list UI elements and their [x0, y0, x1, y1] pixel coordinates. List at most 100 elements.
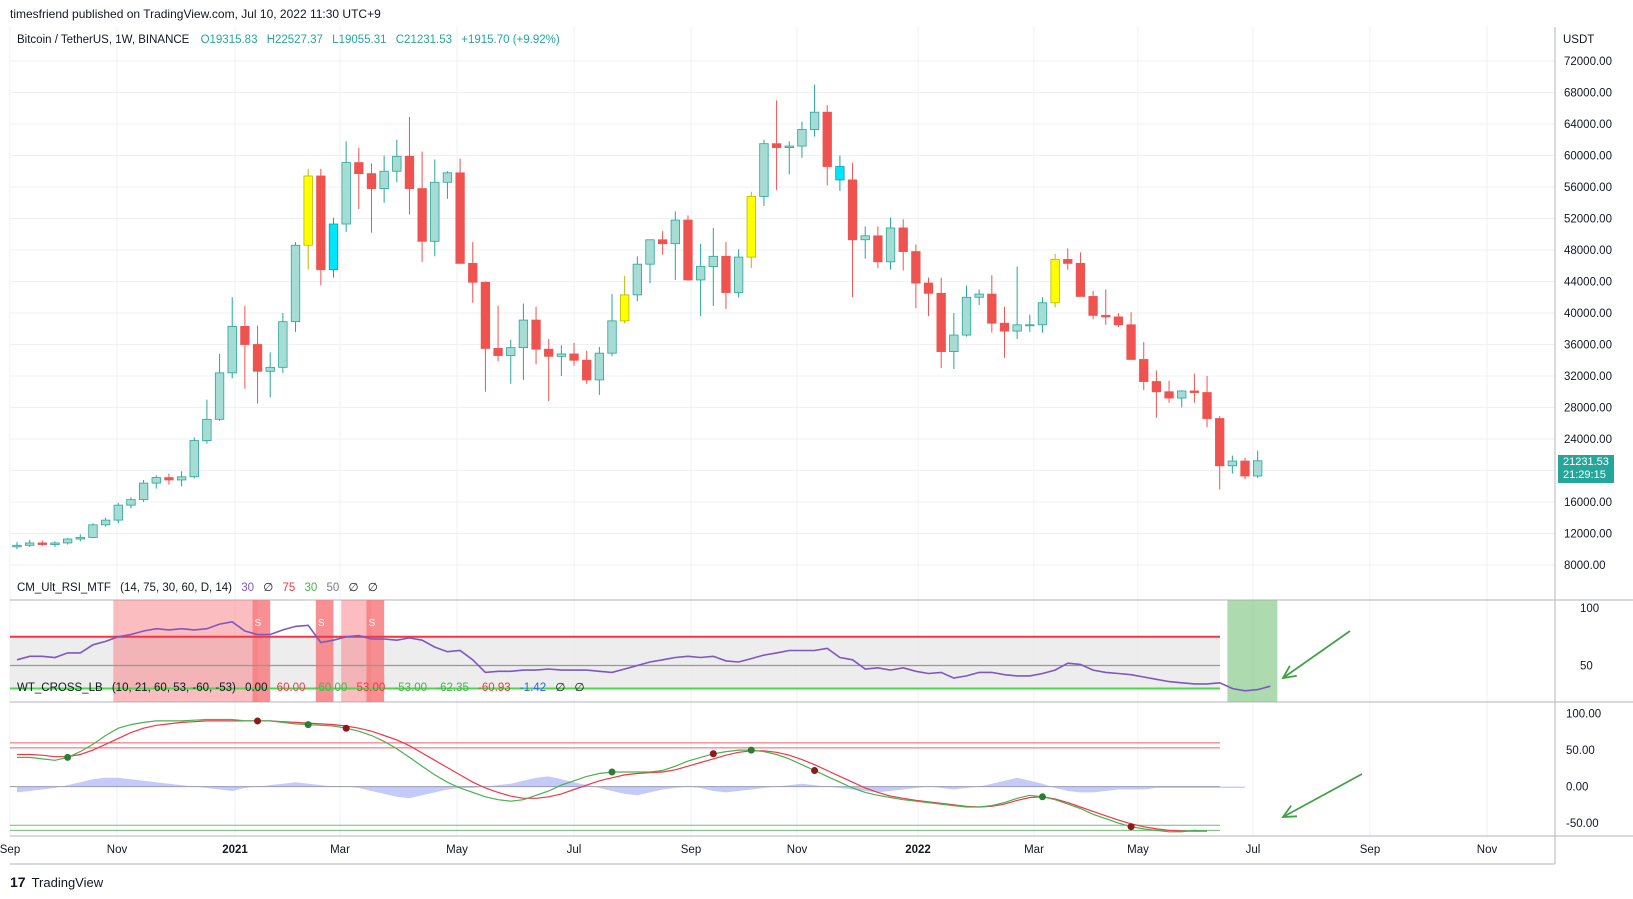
time-tick-label: 2022: [905, 844, 931, 856]
wt-bull-cross-dot: [747, 746, 755, 754]
candle-body: [759, 143, 769, 197]
candle-body: [1202, 392, 1212, 419]
candle-body: [240, 325, 250, 345]
time-tick-label: Sep: [0, 844, 20, 856]
candle-body: [1101, 314, 1111, 318]
rsi-overbought-zone: [113, 600, 258, 702]
candle-body: [999, 322, 1010, 332]
rsi-oversold-zone: [1227, 600, 1278, 702]
candle-body: [316, 175, 326, 271]
wt-bear-cross-dot: [709, 750, 717, 758]
candle-body: [88, 524, 98, 538]
grid-lines: [9, 27, 1555, 836]
candle-body: [1215, 418, 1225, 467]
price-tick-label: 60000.00: [1564, 151, 1612, 163]
price-axis[interactable]: USDT 72000.00 68000.00 64000.00 60000.00 5600…: [1563, 34, 1612, 830]
rsi-v3: 75: [282, 582, 296, 594]
wt-params: (10, 21, 60, 53, -60, -53): [111, 682, 236, 694]
wt-name[interactable]: WT_CROSS_LB: [17, 682, 103, 694]
rsi-v4: 30: [304, 582, 318, 594]
rsi-v5: 50: [326, 582, 340, 594]
time-tick-label: Sep: [681, 844, 701, 856]
publisher-line: timesfriend published on TradingView.com…: [10, 7, 381, 21]
footer-brand[interactable]: 17 TradingView: [10, 874, 103, 890]
candle-body: [328, 223, 339, 271]
candle-body: [683, 219, 693, 281]
candle-body: [645, 239, 655, 265]
candle-body: [341, 162, 351, 225]
candle-body: [556, 353, 567, 357]
candle-body: [721, 255, 731, 293]
candle-body: [873, 235, 883, 263]
candle-body: [176, 476, 187, 481]
rsi-overbought-zone: [315, 600, 334, 702]
candle-body: [1050, 259, 1060, 304]
candle-body: [442, 172, 453, 183]
candle-body: [658, 239, 668, 245]
wt-bull-cross-dot: [304, 721, 312, 729]
wt-v2: 60.00: [276, 682, 306, 694]
rsi-sell-mark: S: [368, 618, 375, 629]
candle-body: [835, 166, 845, 181]
candle-body: [404, 155, 415, 189]
wt-bull-cross-dot: [64, 753, 72, 761]
candle-body: [303, 175, 313, 246]
candle-body: [455, 172, 465, 264]
candle-body: [290, 244, 301, 323]
candle-body: [480, 281, 491, 349]
candle-body: [746, 196, 756, 258]
rsi-params: (14, 75, 30, 60, D, 14): [120, 582, 233, 594]
candle-body: [506, 347, 516, 356]
price-tick-label: 56000.00: [1564, 182, 1612, 194]
wt-panel[interactable]: [10, 717, 1246, 833]
candle-body: [1075, 262, 1086, 297]
candle-body: [594, 352, 605, 381]
candle-body: [632, 263, 642, 296]
candle-body: [1063, 259, 1073, 264]
price-tick-label: 32000.00: [1564, 371, 1612, 383]
candle-body: [75, 537, 85, 540]
time-axis[interactable]: Sep Nov 2021 Mar May Jul Sep Nov 2022 Mar May Jul Se…: [0, 844, 1497, 856]
candle-body: [531, 319, 541, 350]
candle-body: [569, 353, 579, 361]
symbol-label[interactable]: Bitcoin / TetherUS, 1W, BINANCE: [17, 34, 190, 46]
candle-body: [430, 181, 440, 242]
candle-body: [1113, 316, 1124, 326]
wt-v9: ∅: [555, 682, 566, 694]
candle-body: [1139, 359, 1149, 382]
candle-body: [822, 111, 832, 167]
candles[interactable]: [12, 84, 1263, 550]
candle-body: [1037, 302, 1048, 326]
candle-body: [518, 319, 529, 349]
green-arrow-icon: [1282, 630, 1351, 679]
time-tick-label: Nov: [107, 844, 128, 856]
candle-body: [1151, 381, 1162, 393]
price-tick-label: 36000.00: [1564, 340, 1612, 352]
wt-v5: -53.00: [394, 682, 428, 694]
candle-body: [1126, 324, 1136, 360]
candle-body: [1189, 390, 1200, 393]
candle-body: [797, 129, 807, 147]
time-tick-label: Nov: [1477, 844, 1498, 856]
wt-v4: 53.00: [356, 682, 386, 694]
candle-body: [126, 499, 136, 506]
rsi-overbought-zone: [366, 600, 385, 702]
candle-body: [847, 179, 858, 241]
candle-body: [860, 235, 870, 241]
candle-body: [392, 155, 402, 172]
price-tick-label: 64000.00: [1564, 119, 1612, 131]
candle-body: [62, 538, 73, 544]
candle-body: [12, 544, 22, 548]
wt2-line: [17, 720, 1207, 832]
last-price: 21231.53: [1563, 456, 1609, 468]
panel-borders: [10, 27, 1633, 865]
wt-tick-label: 0.00: [1566, 782, 1588, 794]
candle-body: [987, 293, 997, 324]
candle-body: [189, 440, 199, 478]
rsi-name[interactable]: CM_Ult_RSI_MTF: [17, 582, 111, 594]
candle-body: [417, 188, 427, 242]
candle-body: [202, 418, 212, 441]
price-tick-label: 8000.00: [1564, 560, 1606, 572]
